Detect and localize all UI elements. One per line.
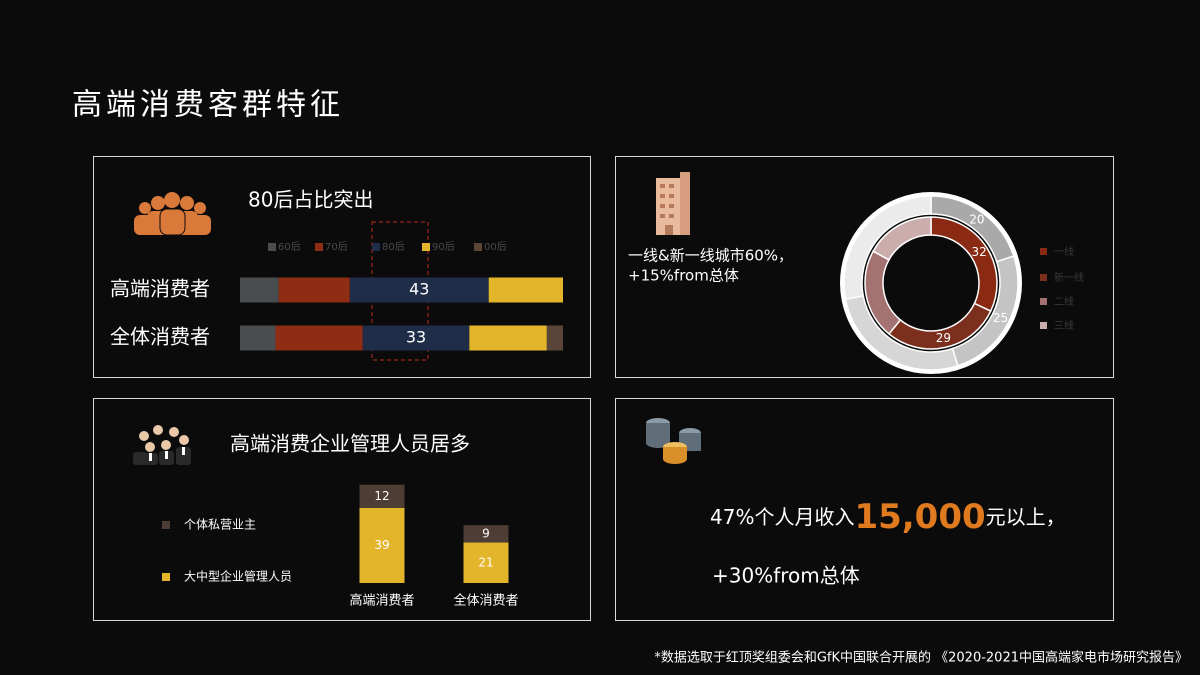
- legend-swatch: [422, 243, 430, 251]
- slide-title: 高端消费客群特征: [72, 88, 344, 123]
- value-label: 9: [482, 526, 490, 540]
- donut-rim: [840, 192, 1022, 374]
- building-icon: [656, 172, 690, 235]
- bar-segment: [359, 484, 405, 508]
- category-label: 全体消费者: [453, 593, 518, 609]
- value-label: 43: [409, 280, 429, 299]
- bar-segment: [546, 325, 563, 351]
- legend-label: 90后: [432, 241, 455, 253]
- income-text: 47%个人月收入15,000元以上，: [710, 497, 1066, 537]
- category-label: 全体消费者: [110, 325, 210, 349]
- value-label: 20: [969, 212, 984, 226]
- legend-label: 70后: [325, 241, 348, 253]
- panel: [93, 156, 591, 378]
- category-label: 高端消费者: [349, 593, 414, 609]
- value-label: 12: [374, 489, 389, 503]
- city-note: 一线&新一线城市60%，: [628, 247, 793, 265]
- bar-segment: [278, 277, 350, 303]
- bar-segment: [469, 325, 547, 351]
- legend-label: 大中型企业管理人员: [184, 569, 292, 584]
- legend-swatch: [1040, 274, 1047, 281]
- legend-swatch: [372, 243, 380, 251]
- managers-icon: [133, 425, 191, 465]
- people-icon: [134, 192, 211, 236]
- legend-label: 新一线: [1054, 271, 1084, 284]
- footnote: *数据选取于红顶奖组委会和GfK中国联合开展的 《2020-2021中国高端家电…: [654, 650, 1188, 666]
- value-label: 39: [374, 538, 389, 552]
- coins-icon: [646, 418, 701, 464]
- legend-label: 个体私营业主: [184, 518, 256, 532]
- chart-title: 80后占比突出: [248, 188, 373, 212]
- bar-segment: [275, 325, 363, 351]
- bar-segment: [488, 277, 563, 303]
- value-label: 29: [936, 331, 951, 345]
- income-note: +30%from总体: [712, 564, 860, 588]
- legend-label: 00后: [484, 241, 507, 253]
- income-prefix: 47%个人月收入: [710, 505, 854, 529]
- legend-label: 一线: [1054, 245, 1074, 258]
- legend-label: 三线: [1054, 319, 1074, 332]
- value-label: 21: [478, 555, 493, 569]
- legend-swatch: [1040, 322, 1047, 329]
- category-label: 高端消费者: [110, 277, 210, 301]
- legend-swatch: [268, 243, 276, 251]
- city-note: +15%from总体: [628, 267, 739, 285]
- value-label: 33: [406, 328, 426, 347]
- legend-label: 二线: [1054, 295, 1074, 308]
- legend-swatch: [162, 573, 170, 581]
- legend-swatch: [1040, 298, 1047, 305]
- value-label: 32: [971, 245, 986, 259]
- bar-segment: [240, 325, 276, 351]
- bar-segment: [463, 525, 509, 543]
- income-suffix: 元以上，: [986, 505, 1066, 529]
- legend-swatch: [315, 243, 323, 251]
- bar-segment: [463, 542, 509, 583]
- legend-label: 80后: [382, 241, 405, 253]
- panel: [615, 156, 1114, 378]
- panel: [615, 398, 1114, 621]
- donut-segment: [872, 216, 932, 261]
- bar-segment: [359, 507, 405, 583]
- bar-segment: [240, 277, 279, 303]
- bar-segment: [349, 277, 489, 303]
- panel: [93, 398, 591, 621]
- donut-segment: [843, 195, 932, 301]
- legend-label: 60后: [278, 241, 301, 253]
- legend-swatch: [474, 243, 482, 251]
- income-highlight: 15,000: [854, 497, 985, 537]
- legend-swatch: [1040, 248, 1047, 255]
- legend-swatch: [162, 521, 170, 529]
- value-label: 25: [993, 311, 1008, 325]
- bar-segment: [362, 325, 470, 351]
- chart-title: 高端消费企业管理人员居多: [230, 432, 470, 456]
